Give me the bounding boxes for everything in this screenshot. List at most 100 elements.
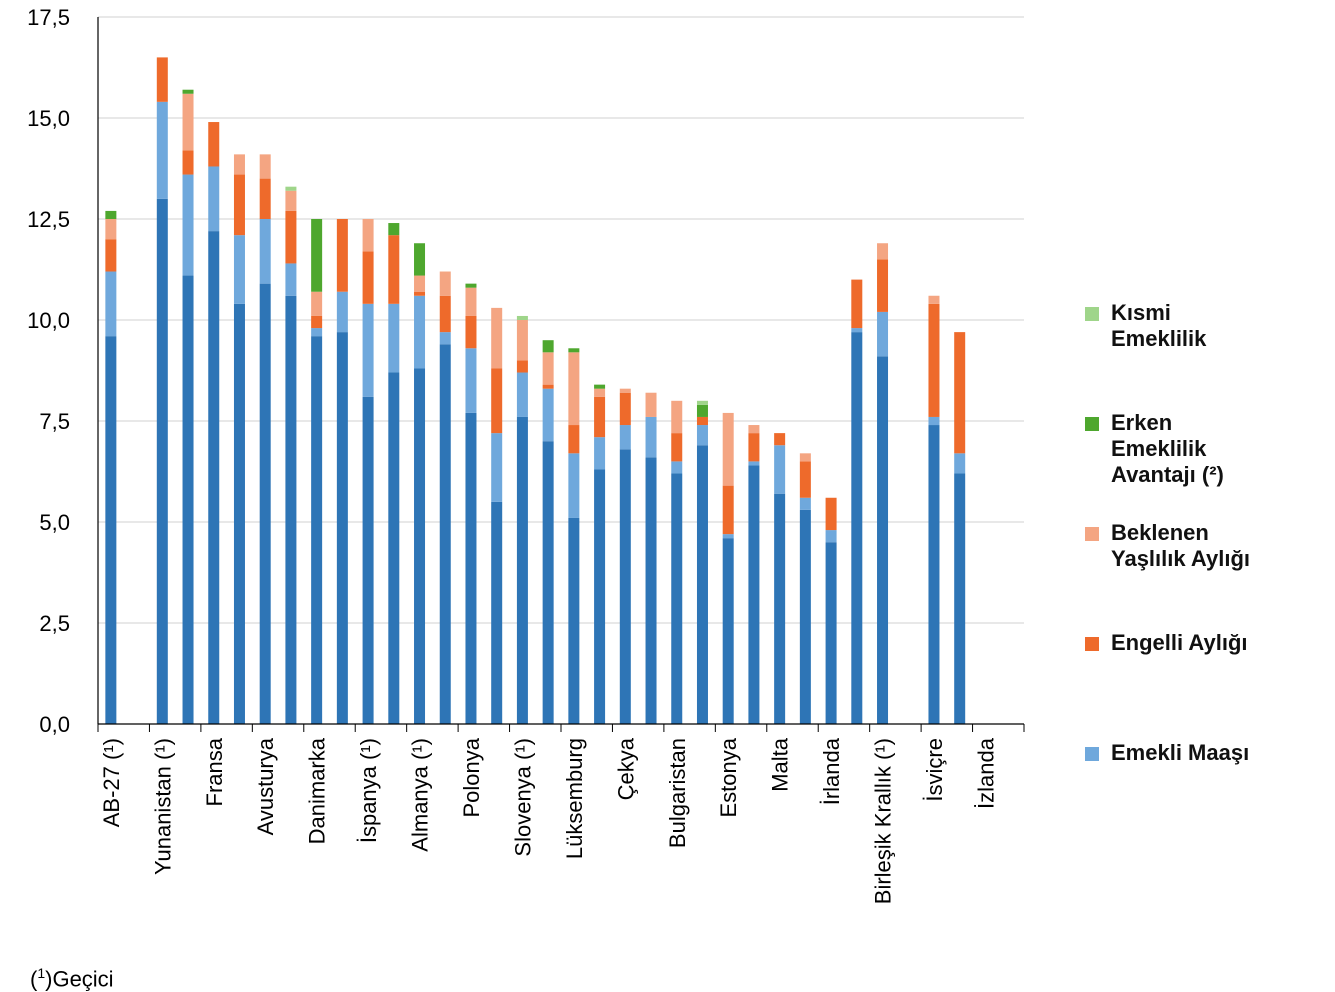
bar-segment <box>954 453 966 474</box>
bar-segment <box>414 243 426 276</box>
bar-segment <box>851 279 863 329</box>
x-tick-label: AB-27 (¹) <box>99 738 124 827</box>
bar-segment <box>748 465 760 724</box>
bar-segment <box>568 453 580 518</box>
bar-segment <box>877 356 889 724</box>
bar-segment <box>336 332 348 724</box>
footnote-open: ( <box>30 966 38 992</box>
bar-segment <box>928 425 940 724</box>
bar-segment <box>928 416 940 426</box>
x-tick-label: Birleşik Krallık (¹) <box>871 738 896 904</box>
bar-segment <box>748 425 760 434</box>
bar-segment <box>439 332 451 345</box>
bar-segment <box>722 534 734 539</box>
bar-segment <box>696 445 708 724</box>
bar-segment <box>594 437 606 470</box>
legend-label: Kısmi Emeklilik <box>1111 300 1207 351</box>
bar-segment <box>748 461 760 466</box>
bar-segment <box>388 303 400 373</box>
bar-segment <box>516 372 528 417</box>
x-tick-label: Avusturya <box>253 737 278 835</box>
legend-label: Emekli Maaşı <box>1111 740 1250 765</box>
bar-segment <box>516 315 528 320</box>
x-tick-label: İspanya (¹) <box>356 738 381 843</box>
bar-segment <box>182 89 194 94</box>
bar-segment <box>311 291 323 316</box>
bar-segment <box>542 384 554 389</box>
bar-segment <box>825 530 837 543</box>
bar-segment <box>208 231 220 724</box>
legend-swatch <box>1085 307 1099 321</box>
bar-segment <box>362 251 374 304</box>
footnote: (1)Geçici <box>30 965 114 992</box>
bar-segment <box>285 210 297 264</box>
bar-segment <box>671 473 683 724</box>
x-tick-label: Yunanistan (¹) <box>150 738 175 875</box>
bar-segment <box>336 291 348 333</box>
bar-segment <box>465 287 477 316</box>
x-tick-label: Lüksemburg <box>562 738 587 859</box>
bar-segment <box>105 210 117 219</box>
bar-segment <box>362 303 374 397</box>
bar-segment <box>208 166 220 232</box>
bar-segment <box>696 416 708 426</box>
bar-segment <box>722 412 734 486</box>
bar-segment <box>877 259 889 312</box>
bar-segment <box>516 360 528 373</box>
x-tick-label: İsviçre <box>922 738 947 802</box>
bar-segment <box>928 295 940 304</box>
x-tick-label: Polonya <box>459 737 484 817</box>
bar-segment <box>516 416 528 724</box>
bar-segment <box>877 243 889 260</box>
legend-label: Beklenen Yaşlılık Aylığı <box>1111 520 1250 571</box>
bar-segment <box>285 295 297 724</box>
legend-label: Erken Emeklilik Avantajı (²) <box>1111 410 1224 487</box>
y-tick-labels: 0,0 2,5 5,0 7,5 10,0 12,5 15,0 17,5 <box>27 5 70 737</box>
bar-segment <box>542 340 554 353</box>
bar-segment <box>774 433 786 446</box>
legend-swatch <box>1085 747 1099 761</box>
y-tick-label: 2,5 <box>39 611 70 636</box>
bar-segment <box>465 348 477 413</box>
bar-segment <box>439 344 451 724</box>
bar-segment <box>259 219 271 284</box>
bar-segment <box>105 239 117 272</box>
bar-segment <box>619 449 631 724</box>
x-tick-label: Almanya (¹) <box>408 738 433 852</box>
bar-segment <box>362 396 374 724</box>
bar-segment <box>285 263 297 296</box>
y-tick-label: 15,0 <box>27 106 70 131</box>
bar-segment <box>799 509 811 724</box>
bar-segment <box>491 433 503 502</box>
legend-swatch <box>1085 637 1099 651</box>
x-tick-label: Fransa <box>202 737 227 806</box>
legend-swatch <box>1085 417 1099 431</box>
x-tick-label: Çekya <box>613 737 638 800</box>
bar-segment <box>388 223 400 236</box>
bar-segment <box>542 352 554 385</box>
bar-segment <box>439 295 451 333</box>
gridlines <box>98 16 1024 624</box>
bar-segment <box>696 425 708 446</box>
bar-segment <box>722 538 734 724</box>
bar-segment <box>774 493 786 724</box>
bar-segment <box>954 473 966 724</box>
bar-segment <box>156 101 168 199</box>
bar-segment <box>233 174 245 236</box>
bar-segment <box>414 275 426 292</box>
bar-segment <box>774 445 786 494</box>
y-tick-label: 5,0 <box>39 510 70 535</box>
bar-segment <box>671 461 683 474</box>
bar-segment <box>696 404 708 417</box>
bar-segment <box>388 372 400 724</box>
bar-segment <box>619 388 631 393</box>
bar-segment <box>439 271 451 296</box>
x-tick-label: İzlanda <box>973 737 998 809</box>
bar-segment <box>182 174 194 276</box>
bar-segment <box>568 425 580 454</box>
bar-segment <box>619 392 631 426</box>
bar-segment <box>568 517 580 724</box>
bar-segment <box>259 178 271 219</box>
footnote-sup: 1 <box>37 965 46 981</box>
